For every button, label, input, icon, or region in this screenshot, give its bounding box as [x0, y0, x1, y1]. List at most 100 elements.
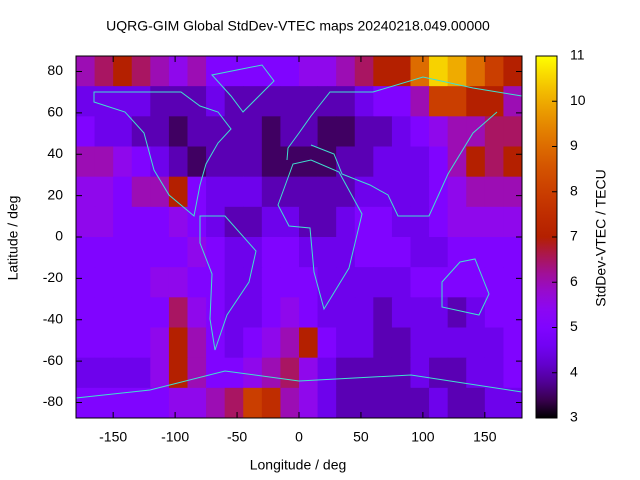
colorbar-tick-label: 11	[570, 47, 585, 63]
heatmap-cell	[168, 297, 188, 328]
colorbar-tick-label: 10	[570, 92, 586, 108]
heatmap-cell	[447, 237, 467, 268]
heatmap-cell	[410, 206, 430, 238]
heatmap-cell	[76, 146, 96, 178]
heatmap-cell	[280, 387, 300, 419]
heatmap-cell	[150, 387, 170, 419]
heatmap-cell	[317, 146, 337, 178]
heatmap-cell	[410, 116, 430, 147]
heatmap-cell	[503, 267, 523, 298]
heatmap-cell	[150, 206, 170, 238]
heatmap-cell	[391, 357, 411, 389]
heatmap-cell	[206, 146, 226, 178]
heatmap-cell	[224, 327, 244, 359]
heatmap-cell	[429, 86, 449, 117]
heatmap-cell	[354, 327, 374, 359]
heatmap-cell	[261, 206, 281, 238]
heatmap-cell	[76, 206, 96, 238]
heatmap-cell	[261, 176, 281, 208]
heatmap-cell	[150, 116, 170, 147]
heatmap-cell	[466, 146, 486, 178]
x-tick-label: 100	[411, 429, 435, 445]
heatmap-cell	[503, 116, 523, 147]
heatmap-cell	[131, 237, 151, 268]
heatmap-cell	[354, 357, 374, 389]
heatmap-cell	[280, 357, 300, 389]
heatmap-cell	[354, 116, 374, 147]
heatmap-cell	[391, 116, 411, 147]
heatmap-cell	[94, 116, 114, 147]
heatmap-cell	[447, 357, 467, 389]
heatmap-cell	[243, 357, 263, 389]
heatmap-cell	[429, 206, 449, 238]
heatmap-cell	[447, 206, 467, 238]
heatmap-cell	[261, 357, 281, 389]
heatmap-cell	[224, 267, 244, 298]
heatmap-cell	[447, 327, 467, 359]
heatmap-cell	[299, 387, 319, 419]
colorbar-tick-label: 8	[570, 182, 578, 198]
heatmap-cell	[261, 56, 281, 87]
heatmap-cell	[373, 237, 393, 268]
heatmap-cell	[429, 146, 449, 178]
heatmap-cell	[503, 387, 523, 419]
x-tick-label: -50	[227, 429, 247, 445]
heatmap-cell	[410, 86, 430, 117]
heatmap-cell	[131, 387, 151, 419]
coastline	[75, 370, 523, 399]
heatmap-cell	[280, 116, 300, 147]
heatmap-cell	[113, 357, 133, 389]
heatmap-cell	[484, 176, 504, 208]
heatmap-cell	[503, 297, 523, 328]
heatmap-cell	[336, 206, 356, 238]
colorbar-tick-label: 4	[570, 363, 578, 379]
heatmap-cell	[429, 297, 449, 328]
heatmap-cell	[94, 237, 114, 268]
heatmap-cell	[113, 86, 133, 117]
heatmap-cell	[206, 206, 226, 238]
heatmap-cell	[410, 237, 430, 268]
heatmap-cell	[484, 116, 504, 147]
heatmap-cell	[373, 297, 393, 328]
heatmap-cell	[168, 357, 188, 389]
heatmap-cell	[503, 237, 523, 268]
heatmap-cell	[243, 176, 263, 208]
heatmap-cell	[466, 237, 486, 268]
heatmap-cell	[243, 237, 263, 268]
heatmap-cell	[317, 327, 337, 359]
heatmap-cell	[466, 206, 486, 238]
heatmap-cell	[280, 297, 300, 328]
heatmap-cell	[76, 387, 96, 419]
heatmap-cell	[224, 146, 244, 178]
heatmap-cell	[317, 56, 337, 87]
heatmap-cell	[187, 206, 207, 238]
heatmap-cell	[187, 146, 207, 178]
heatmap-cell	[150, 146, 170, 178]
y-tick-label: -60	[43, 352, 63, 368]
heatmap-cell	[391, 387, 411, 419]
heatmap-cell	[76, 327, 96, 359]
heatmap-cell	[317, 86, 337, 117]
heatmap-cell	[373, 56, 393, 87]
heatmap-cell	[168, 387, 188, 419]
heatmap-cell	[410, 176, 430, 208]
heatmap-cell	[261, 116, 281, 147]
heatmap-cell	[466, 297, 486, 328]
heatmap-cell	[113, 176, 133, 208]
colorbar-tick-label: 9	[570, 137, 578, 153]
y-tick-label: -80	[43, 393, 63, 409]
heatmap-cell	[206, 387, 226, 419]
heatmap-cell	[503, 56, 523, 87]
heatmap-cell	[113, 116, 133, 147]
heatmap-cell	[391, 176, 411, 208]
y-tick-label: -20	[43, 269, 63, 285]
heatmap-cell	[447, 86, 467, 117]
heatmap-cell	[280, 237, 300, 268]
heatmap-cell	[429, 176, 449, 208]
heatmap-cell	[317, 206, 337, 238]
heatmap-cell	[466, 56, 486, 87]
heatmap-cell	[299, 297, 319, 328]
heatmap-cell	[484, 267, 504, 298]
heatmap-cell	[280, 86, 300, 117]
heatmap-cell	[243, 206, 263, 238]
